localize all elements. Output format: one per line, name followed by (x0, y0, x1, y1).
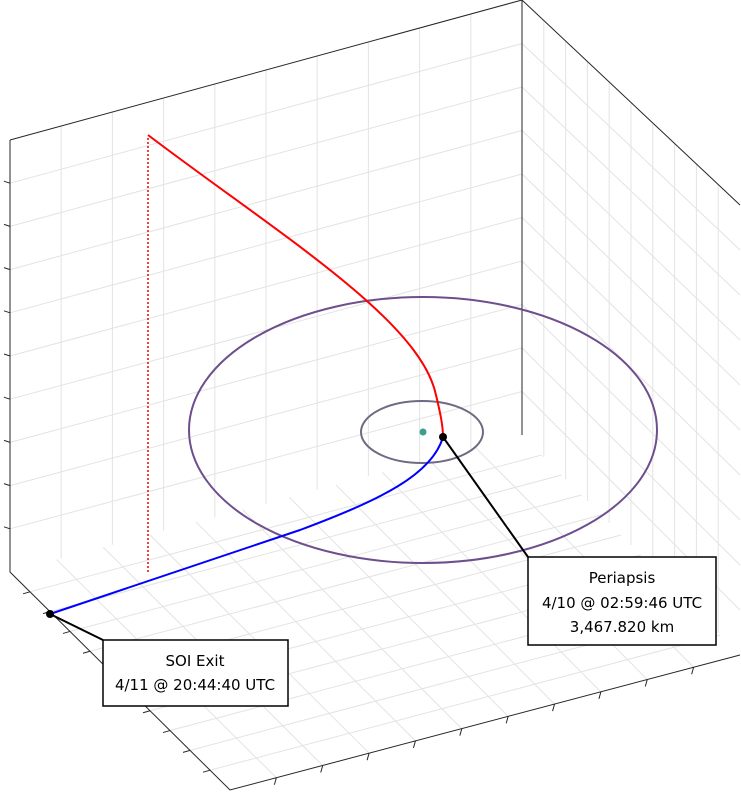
grid-line (9, 391, 523, 530)
grid-line (521, 173, 741, 386)
grid-line (521, 347, 741, 566)
grid-line (29, 454, 542, 593)
tick-mark (366, 753, 370, 761)
grid-line (9, 86, 523, 227)
tick-mark (162, 730, 171, 734)
periapsis-marker (439, 433, 447, 441)
tick-mark (644, 679, 648, 687)
leader-line (442, 436, 529, 558)
annotation-text: 4/10 @ 02:59:46 UTC (542, 594, 702, 612)
grid-line (242, 509, 463, 729)
grid-line (9, 347, 523, 487)
tick-mark (552, 703, 556, 712)
annotation-text: 3,467.820 km (570, 618, 674, 636)
tick-mark (3, 310, 11, 314)
annotation-text: SOI Exit (166, 652, 225, 670)
soi-boundary (188, 296, 658, 564)
grid-line (521, 130, 741, 341)
grid-line (9, 173, 523, 314)
grid-line (521, 217, 741, 431)
tick-mark (82, 650, 91, 654)
grid-line (521, 86, 741, 296)
tick-mark (22, 591, 31, 595)
grid-line (335, 484, 555, 705)
tick-mark (273, 777, 277, 785)
body-orbit (360, 400, 484, 464)
soi-exit-marker (46, 610, 54, 618)
grid-line (9, 304, 523, 443)
tick-mark (202, 769, 211, 773)
central-body (419, 428, 427, 436)
grid-line (209, 634, 721, 771)
annotation-text: Periapsis (589, 569, 656, 587)
grid-line (69, 494, 582, 632)
tick-mark (3, 483, 11, 487)
tick-mark (3, 267, 11, 271)
grid-line (9, 130, 523, 271)
tick-mark (598, 691, 602, 699)
grid-line (521, 43, 741, 251)
annotation-text: 4/11 @ 20:44:40 UTC (115, 676, 275, 694)
inbound-trajectory (147, 134, 444, 438)
grid-line (49, 474, 562, 613)
tick-mark (691, 667, 695, 675)
grid (9, 14, 741, 779)
tick-mark (62, 630, 71, 634)
tick-mark (3, 526, 11, 530)
tick-mark (3, 180, 11, 184)
grid-line (288, 496, 509, 717)
grid-line (9, 43, 523, 184)
annotation-box (102, 639, 289, 707)
tick-mark (320, 765, 324, 773)
tick-mark (412, 740, 416, 749)
grid-line (9, 260, 523, 400)
tick-mark (182, 749, 191, 753)
grid-line (9, 217, 523, 357)
annotation-box (527, 556, 717, 646)
grid-line (195, 521, 416, 742)
tick-mark (142, 710, 151, 714)
tick-mark (3, 396, 11, 400)
tick-mark (3, 353, 11, 357)
tick-mark (3, 439, 11, 443)
grid-line (89, 514, 602, 652)
grid-line (382, 472, 602, 693)
tick-mark (505, 716, 509, 724)
tick-mark (459, 728, 463, 736)
outbound-trajectory (49, 436, 444, 615)
grid-line (521, 304, 741, 521)
tick-mark (3, 223, 11, 227)
leader-line (49, 613, 104, 641)
